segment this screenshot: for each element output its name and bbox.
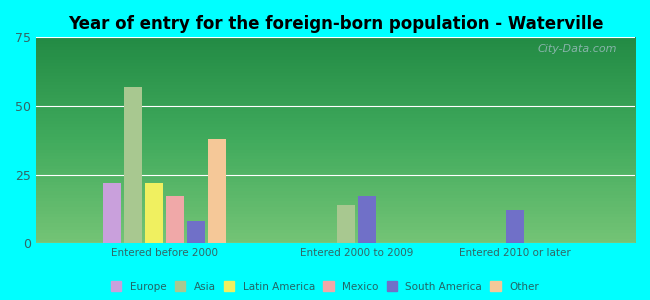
Bar: [506, 210, 525, 243]
Legend: Europe, Asia, Latin America, Mexico, South America, Other: Europe, Asia, Latin America, Mexico, Sou…: [108, 278, 542, 295]
Bar: [124, 87, 142, 243]
Bar: [103, 183, 122, 243]
Bar: [166, 196, 185, 243]
Bar: [145, 183, 163, 243]
Text: City-Data.com: City-Data.com: [538, 44, 617, 53]
Bar: [208, 139, 226, 243]
Bar: [358, 196, 376, 243]
Title: Year of entry for the foreign-born population - Waterville: Year of entry for the foreign-born popul…: [68, 15, 603, 33]
Bar: [337, 205, 355, 243]
Bar: [187, 221, 205, 243]
